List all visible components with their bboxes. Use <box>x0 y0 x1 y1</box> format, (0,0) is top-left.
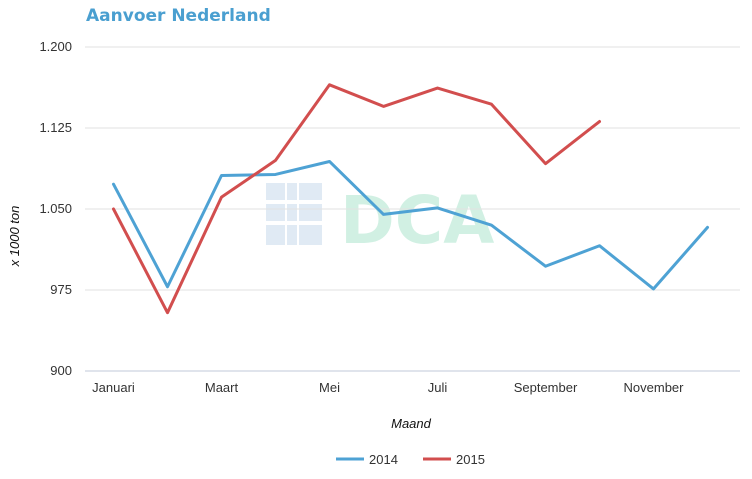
legend-label: 2014 <box>369 452 398 467</box>
legend-item-2015[interactable]: 2015 <box>423 452 485 467</box>
x-tick-label: Juli <box>428 380 448 395</box>
x-tick-label: Mei <box>319 380 340 395</box>
x-tick-label: Januari <box>92 380 135 395</box>
y-tick-label: 1.200 <box>39 39 72 54</box>
watermark-logo: DCA <box>266 182 494 259</box>
watermark-text: DCA <box>340 182 494 259</box>
y-tick-label: 1.125 <box>39 120 72 135</box>
x-axis-label: Maand <box>391 416 432 431</box>
y-tick-label: 975 <box>50 282 72 297</box>
x-tick-label: November <box>624 380 685 395</box>
x-axis-ticks: Januari Maart Mei Juli September November <box>92 380 684 395</box>
y-axis-label: x 1000 ton <box>7 206 22 268</box>
x-tick-label: Maart <box>205 380 239 395</box>
y-tick-label: 1.050 <box>39 201 72 216</box>
legend: 2014 2015 <box>336 452 485 467</box>
chart-title: Aanvoer Nederland <box>86 6 271 26</box>
series-line-2014 <box>112 159 709 291</box>
x-tick-label: September <box>514 380 578 395</box>
series-line-2015 <box>112 83 601 315</box>
y-axis-ticks: 1.200 1.125 1.050 975 900 <box>39 39 72 378</box>
legend-label: 2015 <box>456 452 485 467</box>
grid-lines <box>85 46 740 372</box>
legend-item-2014[interactable]: 2014 <box>336 452 398 467</box>
series-lines <box>112 83 709 315</box>
y-tick-label: 900 <box>50 363 72 378</box>
